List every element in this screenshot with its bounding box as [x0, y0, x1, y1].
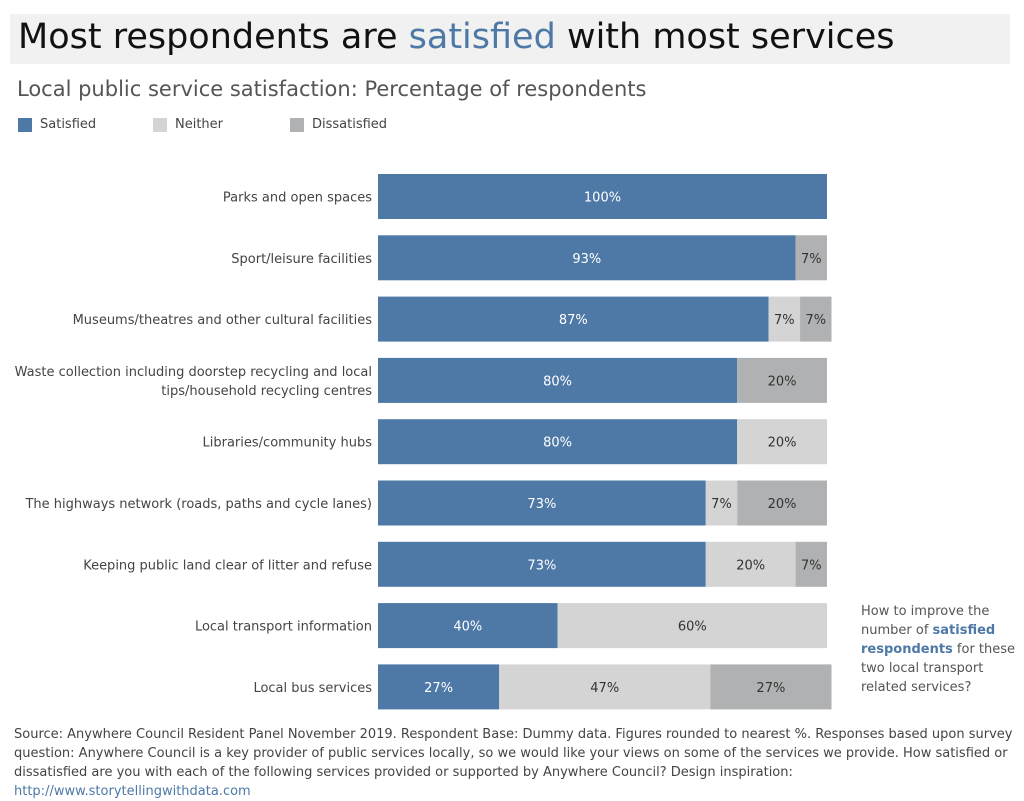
- annotation-before: How to improve the number of: [861, 604, 990, 638]
- bar-neither[interactable]: [705, 480, 738, 526]
- legend-label-neither: Neither: [175, 117, 224, 132]
- legend-label-dissatisfied: Dissatisfied: [312, 117, 388, 132]
- bar-satisfied[interactable]: [378, 174, 827, 219]
- category-label: Local bus services: [253, 681, 372, 696]
- bar-satisfied[interactable]: [378, 480, 706, 526]
- bar-dissatisfied[interactable]: [737, 357, 827, 403]
- bar-dissatisfied[interactable]: [795, 235, 827, 281]
- bar-dissatisfied[interactable]: [800, 296, 832, 342]
- data-label-dissatisfied: 27%: [756, 681, 785, 696]
- annotation-after: for these two local transport related se…: [861, 642, 1016, 695]
- category-label: Keeping public land clear of litter and …: [83, 558, 372, 573]
- category-label: Museums/theatres and other cultural faci…: [73, 313, 373, 328]
- bar-neither[interactable]: [737, 419, 827, 465]
- chart-subtitle: Local public service satisfaction: Perce…: [17, 77, 647, 101]
- category-label-line: The highways network (roads, paths and c…: [24, 497, 372, 512]
- bar-neither[interactable]: [557, 603, 827, 649]
- bar-neither[interactable]: [499, 664, 711, 710]
- title-band: [10, 14, 1010, 64]
- bar-satisfied[interactable]: [378, 419, 738, 465]
- bar-neither[interactable]: [705, 541, 796, 587]
- legend-label-satisfied: Satisfied: [40, 117, 97, 132]
- data-label-neither: 20%: [768, 436, 797, 451]
- source-text: Source: Anywhere Council Resident Panel …: [14, 727, 1013, 780]
- source-link[interactable]: http://www.storytellingwithdata.com: [14, 784, 251, 799]
- category-label-line: Waste collection including doorstep recy…: [15, 365, 372, 380]
- legend-swatch-neither: [153, 117, 167, 132]
- legend-swatch-dissatisfied: [290, 117, 304, 132]
- data-label-satisfied: 87%: [559, 313, 588, 328]
- bar-dissatisfied[interactable]: [795, 541, 827, 587]
- data-label-dissatisfied: 20%: [768, 497, 797, 512]
- data-label-neither: 60%: [678, 620, 707, 635]
- title-after: with most services: [555, 17, 895, 57]
- legend-swatch-satisfied: [18, 117, 32, 132]
- category-label-line: Sport/leisure facilities: [231, 252, 372, 267]
- category-label-line: Libraries/community hubs: [203, 436, 373, 451]
- legend-item-dissatisfied[interactable]: Dissatisfied: [290, 117, 387, 132]
- bar-satisfied[interactable]: [378, 603, 558, 649]
- stacked-bar-chart: Parks and open spaces 100% Sport/leisure f…: [15, 174, 832, 710]
- data-label-satisfied: 80%: [543, 374, 572, 389]
- data-label-satisfied: 93%: [572, 252, 601, 267]
- bar-satisfied[interactable]: [378, 296, 769, 342]
- data-label-satisfied: 73%: [527, 497, 556, 512]
- data-label-dissatisfied: 7%: [805, 313, 826, 328]
- legend-item-satisfied[interactable]: Satisfied: [18, 117, 96, 132]
- page-title: Most respondents are satisfied with most…: [18, 17, 895, 57]
- data-label-dissatisfied: 7%: [801, 252, 822, 267]
- data-label-dissatisfied: 20%: [768, 374, 797, 389]
- data-label-satisfied: 40%: [453, 620, 482, 635]
- annotation-highlight: satisfied respondents: [861, 623, 996, 657]
- category-label: Parks and open spaces: [223, 191, 372, 206]
- data-label-satisfied: 73%: [527, 558, 556, 573]
- bar-satisfied[interactable]: [378, 541, 706, 587]
- legend-item-neither[interactable]: Neither: [153, 117, 223, 132]
- bar-dissatisfied[interactable]: [737, 480, 827, 526]
- bar-neither[interactable]: [768, 296, 801, 342]
- data-label-neither: 47%: [590, 681, 619, 696]
- category-label: Sport/leisure facilities: [231, 252, 372, 267]
- data-label-neither: 7%: [774, 313, 795, 328]
- category-label: Local transport information: [195, 620, 372, 635]
- data-label-satisfied: 80%: [543, 436, 572, 451]
- category-label: Libraries/community hubs: [203, 436, 373, 451]
- data-label-neither: 7%: [711, 497, 732, 512]
- category-label-line: Local bus services: [253, 681, 372, 696]
- annotation-note: How to improve the number of satisfied r…: [861, 602, 1021, 697]
- category-label-line: tips/household recycling centres: [161, 384, 372, 399]
- bar-satisfied[interactable]: [378, 664, 500, 710]
- title-before: Most respondents are: [18, 17, 409, 57]
- category-label-line: Keeping public land clear of litter and …: [83, 558, 372, 573]
- category-label: The highways network (roads, paths and c…: [24, 497, 372, 512]
- data-label-satisfied: 27%: [424, 681, 453, 696]
- data-label-neither: 20%: [736, 558, 765, 573]
- category-label-line: Museums/theatres and other cultural faci…: [73, 313, 373, 328]
- category-label-line: Parks and open spaces: [223, 191, 372, 206]
- source-note: Source: Anywhere Council Resident Panel …: [14, 725, 1014, 801]
- bar-dissatisfied[interactable]: [710, 664, 832, 710]
- data-label-dissatisfied: 7%: [801, 558, 822, 573]
- category-label-line: Local transport information: [195, 620, 372, 635]
- category-label: Waste collection including doorstep recy…: [15, 365, 373, 399]
- bar-satisfied[interactable]: [378, 235, 796, 281]
- bar-satisfied[interactable]: [378, 357, 738, 403]
- title-highlight: satisfied: [408, 17, 556, 57]
- data-label-satisfied: 100%: [584, 191, 621, 206]
